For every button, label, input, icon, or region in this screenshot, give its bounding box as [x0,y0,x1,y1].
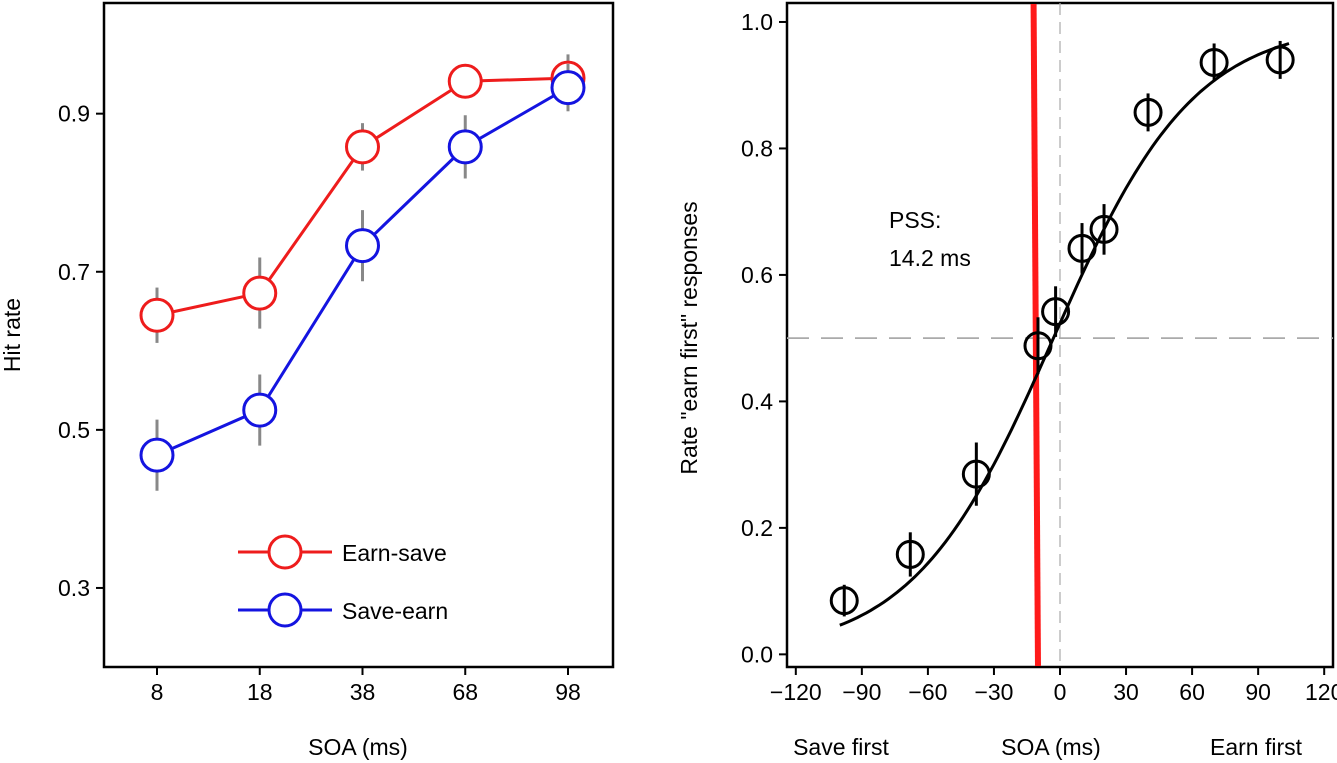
data-point [961,459,991,489]
data-point-earn-save [139,297,175,333]
right-x-tick-label: −60 [908,679,947,705]
right-x-axis-right-label: Earn first [1210,734,1303,760]
left-x-tick-label: 18 [247,679,273,705]
right-x-tick-label: −30 [974,679,1013,705]
left-plot-frame [102,1,615,669]
data-point [1265,45,1295,75]
data-point-save-earn [242,392,278,428]
red-line-group [1030,3,1041,667]
data-point-save-earn [447,129,483,165]
data-point-save-earn [345,228,380,264]
logistic-fit-curve [839,42,1290,627]
right-y-tick-label: 0.2 [741,515,773,541]
data-point-save-earn [139,437,175,473]
hit-rate-panel: 8 18 38 68 98 0.3 0.5 0.7 0.9 SOA (ms) Hit rate… [0,1,615,760]
right-x-tick-label: 0 [1054,679,1067,705]
data-point [1089,214,1119,244]
legend-label-earn-save: Earn-save [342,540,447,566]
data-point [1067,233,1097,263]
right-y-tick-label: 1.0 [741,9,773,35]
data-point-save-earn [550,70,586,106]
left-x-axis-title: SOA (ms) [308,734,408,760]
right-y-axis-title: Rate "earn first" responses [676,201,702,474]
right-y-tick-label: 0.8 [741,135,773,161]
data-point [829,586,859,616]
left-series [139,54,586,491]
pss-label: PSS: [889,207,941,233]
data-point [1041,297,1071,327]
pss-value: 14.2 ms [889,245,971,271]
data-point [1023,331,1053,361]
right-x-axis-left-label: Save first [793,734,889,760]
right-x-tick-label: 30 [1113,679,1139,705]
left-x-tick-label: 8 [151,679,164,705]
right-x-tick-label: −90 [842,679,881,705]
left-x-tick-label: 68 [452,679,478,705]
left-y-ticks: 0.3 0.5 0.7 0.9 [58,101,104,601]
legend-label-save-earn: Save-earn [342,598,448,624]
reference-lines [787,3,1333,667]
left-x-tick-label: 38 [350,679,376,705]
data-point [1133,97,1163,127]
right-y-ticks: 0.0 0.2 0.4 0.6 0.8 1.0 [741,9,787,667]
legend-marker-earn-save [267,534,303,570]
right-y-tick-label: 0.4 [741,388,773,414]
data-point [1199,47,1229,77]
left-y-tick-label: 0.3 [58,575,90,601]
left-x-ticks: 8 18 38 68 98 [151,667,581,705]
right-x-axis-title: SOA (ms) [1001,734,1101,760]
left-y-axis-title: Hit rate [0,298,25,372]
data-point-earn-save [345,129,380,165]
pss-red-line [1030,3,1041,667]
response-rate-panel: −120 −90 −60 −30 0 30 60 90 120 0.0 0.2 0.4 0.6 0.8 1… [676,1,1337,760]
data-point [895,539,925,569]
left-x-tick-label: 98 [555,679,581,705]
legend-marker-save-earn [267,592,303,628]
right-x-tick-label: 120 [1305,679,1337,705]
data-point-earn-save [242,275,278,311]
right-y-tick-label: 0.0 [741,641,773,667]
data-points [829,40,1295,617]
data-point-earn-save [447,63,483,99]
right-x-ticks: −120 −90 −60 −30 0 30 60 90 120 [770,667,1337,705]
right-x-tick-label: 60 [1179,679,1205,705]
left-y-tick-label: 0.5 [58,417,90,443]
legend: Earn-save Save-earn [238,534,448,628]
right-x-tick-label: −120 [770,679,822,705]
right-x-tick-label: 90 [1245,679,1271,705]
fit-curve-group [839,42,1290,627]
right-y-tick-label: 0.6 [741,262,773,288]
left-y-tick-label: 0.9 [58,101,90,127]
left-y-tick-label: 0.7 [58,259,90,285]
